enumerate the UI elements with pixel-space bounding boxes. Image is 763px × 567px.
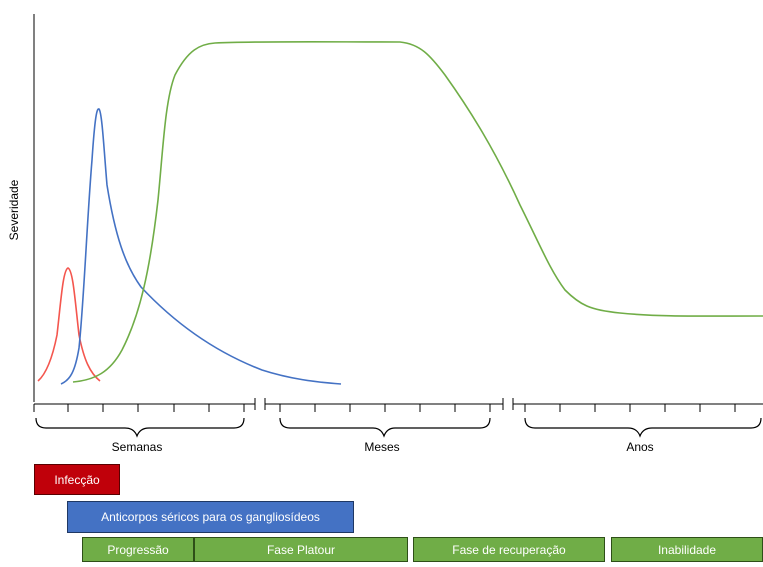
period-years-label: Anos <box>626 440 654 454</box>
antibody-curve <box>60 108 342 385</box>
brace-years <box>524 417 762 438</box>
y-axis-label: Severidade <box>7 179 21 241</box>
antibodies-bar: Anticorpos séricos para os gangliosídeos <box>67 501 354 533</box>
brace-weeks <box>35 417 245 438</box>
brace-months <box>279 417 491 438</box>
infection-curve <box>37 267 101 382</box>
period-months-label: Meses <box>364 440 400 454</box>
plateau-bar: Fase Platour <box>194 537 408 562</box>
disability-bar: Inabilidade <box>611 537 763 562</box>
progression-bar: Progressão <box>82 537 194 562</box>
recovery-bar: Fase de recuperação <box>413 537 605 562</box>
timeline-axis <box>33 398 763 412</box>
period-weeks-label: Semanas <box>111 440 163 454</box>
infection-bar: Infecção <box>34 464 120 495</box>
severity-curve <box>72 40 763 383</box>
